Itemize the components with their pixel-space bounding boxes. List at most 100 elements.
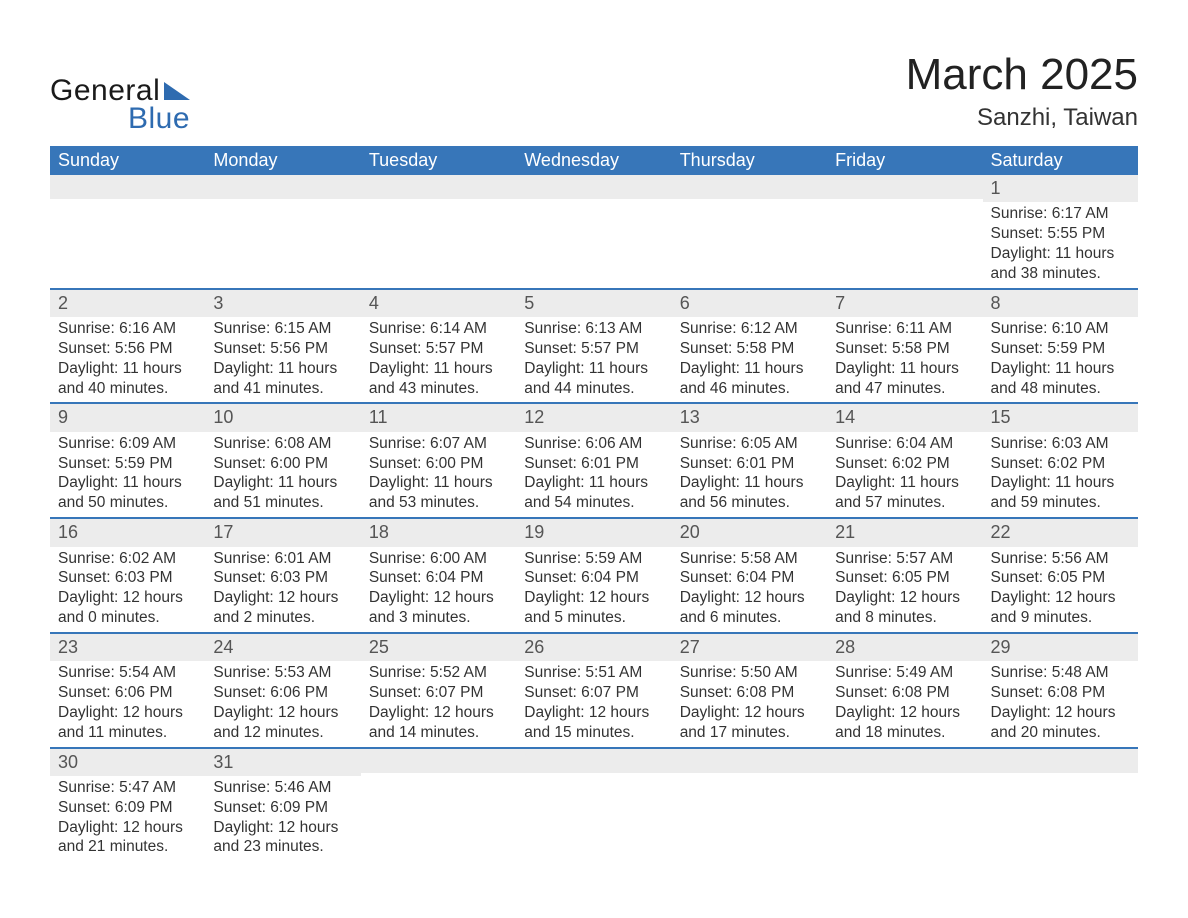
sunset-text: Sunset: 5:56 PM xyxy=(213,339,352,359)
daylight-text: Daylight: 12 hours and 20 minutes. xyxy=(991,703,1130,743)
day-cell: 18Sunrise: 6:00 AMSunset: 6:04 PMDayligh… xyxy=(361,518,516,633)
day-details: Sunrise: 6:11 AMSunset: 5:58 PMDaylight:… xyxy=(827,317,982,402)
day-cell: 26Sunrise: 5:51 AMSunset: 6:07 PMDayligh… xyxy=(516,633,671,748)
day-cell: 10Sunrise: 6:08 AMSunset: 6:00 PMDayligh… xyxy=(205,403,360,518)
sunrise-text: Sunrise: 5:54 AM xyxy=(58,663,197,683)
sunrise-text: Sunrise: 6:01 AM xyxy=(213,549,352,569)
sunrise-text: Sunrise: 6:02 AM xyxy=(58,549,197,569)
sunrise-text: Sunrise: 5:47 AM xyxy=(58,778,197,798)
day-cell: 12Sunrise: 6:06 AMSunset: 6:01 PMDayligh… xyxy=(516,403,671,518)
daylight-text: Daylight: 12 hours and 2 minutes. xyxy=(213,588,352,628)
day-details xyxy=(827,773,982,833)
calendar-header: Sunday Monday Tuesday Wednesday Thursday… xyxy=(50,146,1138,175)
day-number: 17 xyxy=(205,519,360,546)
day-number xyxy=(516,749,671,773)
day-number: 14 xyxy=(827,404,982,431)
calendar-body: 1Sunrise: 6:17 AMSunset: 5:55 PMDaylight… xyxy=(50,175,1138,861)
sunset-text: Sunset: 6:02 PM xyxy=(835,454,974,474)
day-cell: 19Sunrise: 5:59 AMSunset: 6:04 PMDayligh… xyxy=(516,518,671,633)
day-details xyxy=(361,199,516,259)
day-cell: 27Sunrise: 5:50 AMSunset: 6:08 PMDayligh… xyxy=(672,633,827,748)
sunrise-text: Sunrise: 6:06 AM xyxy=(524,434,663,454)
day-details xyxy=(672,199,827,259)
day-number: 10 xyxy=(205,404,360,431)
sunrise-text: Sunrise: 6:11 AM xyxy=(835,319,974,339)
day-number: 18 xyxy=(361,519,516,546)
day-number: 22 xyxy=(983,519,1138,546)
daylight-text: Daylight: 11 hours and 40 minutes. xyxy=(58,359,197,399)
day-number: 6 xyxy=(672,290,827,317)
sunrise-text: Sunrise: 6:10 AM xyxy=(991,319,1130,339)
day-details: Sunrise: 5:50 AMSunset: 6:08 PMDaylight:… xyxy=(672,661,827,746)
day-number xyxy=(672,175,827,199)
sunrise-text: Sunrise: 6:15 AM xyxy=(213,319,352,339)
day-cell xyxy=(361,748,516,862)
calendar-table: Sunday Monday Tuesday Wednesday Thursday… xyxy=(50,146,1138,861)
sunrise-text: Sunrise: 6:09 AM xyxy=(58,434,197,454)
day-cell: 3Sunrise: 6:15 AMSunset: 5:56 PMDaylight… xyxy=(205,289,360,404)
day-cell xyxy=(516,175,671,289)
day-number: 23 xyxy=(50,634,205,661)
day-details: Sunrise: 6:03 AMSunset: 6:02 PMDaylight:… xyxy=(983,432,1138,517)
sunset-text: Sunset: 6:09 PM xyxy=(213,798,352,818)
day-cell: 25Sunrise: 5:52 AMSunset: 6:07 PMDayligh… xyxy=(361,633,516,748)
day-cell: 9Sunrise: 6:09 AMSunset: 5:59 PMDaylight… xyxy=(50,403,205,518)
day-cell: 29Sunrise: 5:48 AMSunset: 6:08 PMDayligh… xyxy=(983,633,1138,748)
brand-triangle-icon xyxy=(164,82,190,100)
daylight-text: Daylight: 11 hours and 59 minutes. xyxy=(991,473,1130,513)
day-number: 3 xyxy=(205,290,360,317)
sunset-text: Sunset: 5:58 PM xyxy=(835,339,974,359)
day-cell: 6Sunrise: 6:12 AMSunset: 5:58 PMDaylight… xyxy=(672,289,827,404)
daylight-text: Daylight: 12 hours and 15 minutes. xyxy=(524,703,663,743)
day-number: 28 xyxy=(827,634,982,661)
sunset-text: Sunset: 6:08 PM xyxy=(991,683,1130,703)
col-tuesday: Tuesday xyxy=(361,146,516,175)
sunrise-text: Sunrise: 6:05 AM xyxy=(680,434,819,454)
calendar-week: 9Sunrise: 6:09 AMSunset: 5:59 PMDaylight… xyxy=(50,403,1138,518)
day-number xyxy=(672,749,827,773)
day-cell: 30Sunrise: 5:47 AMSunset: 6:09 PMDayligh… xyxy=(50,748,205,862)
sunset-text: Sunset: 6:06 PM xyxy=(58,683,197,703)
day-cell: 4Sunrise: 6:14 AMSunset: 5:57 PMDaylight… xyxy=(361,289,516,404)
day-details: Sunrise: 6:13 AMSunset: 5:57 PMDaylight:… xyxy=(516,317,671,402)
day-number xyxy=(827,749,982,773)
sunrise-text: Sunrise: 6:17 AM xyxy=(991,204,1130,224)
day-number: 11 xyxy=(361,404,516,431)
day-details: Sunrise: 5:51 AMSunset: 6:07 PMDaylight:… xyxy=(516,661,671,746)
day-details: Sunrise: 5:47 AMSunset: 6:09 PMDaylight:… xyxy=(50,776,205,861)
day-cell: 7Sunrise: 6:11 AMSunset: 5:58 PMDaylight… xyxy=(827,289,982,404)
brand-word-blue: Blue xyxy=(128,102,190,136)
day-details xyxy=(516,773,671,833)
day-details: Sunrise: 6:14 AMSunset: 5:57 PMDaylight:… xyxy=(361,317,516,402)
day-details xyxy=(827,199,982,259)
day-number xyxy=(361,749,516,773)
sunset-text: Sunset: 5:56 PM xyxy=(58,339,197,359)
sunrise-text: Sunrise: 5:52 AM xyxy=(369,663,508,683)
day-number: 4 xyxy=(361,290,516,317)
sunrise-text: Sunrise: 5:58 AM xyxy=(680,549,819,569)
day-number: 19 xyxy=(516,519,671,546)
sunrise-text: Sunrise: 6:08 AM xyxy=(213,434,352,454)
day-details: Sunrise: 6:06 AMSunset: 6:01 PMDaylight:… xyxy=(516,432,671,517)
day-number: 13 xyxy=(672,404,827,431)
header-row: General Blue March 2025 Sanzhi, Taiwan xyxy=(50,50,1138,136)
sunset-text: Sunset: 6:04 PM xyxy=(524,568,663,588)
calendar-week: 1Sunrise: 6:17 AMSunset: 5:55 PMDaylight… xyxy=(50,175,1138,289)
daylight-text: Daylight: 12 hours and 11 minutes. xyxy=(58,703,197,743)
calendar-week: 23Sunrise: 5:54 AMSunset: 6:06 PMDayligh… xyxy=(50,633,1138,748)
daylight-text: Daylight: 11 hours and 44 minutes. xyxy=(524,359,663,399)
day-cell: 23Sunrise: 5:54 AMSunset: 6:06 PMDayligh… xyxy=(50,633,205,748)
title-location: Sanzhi, Taiwan xyxy=(906,104,1138,132)
daylight-text: Daylight: 12 hours and 5 minutes. xyxy=(524,588,663,628)
day-cell: 24Sunrise: 5:53 AMSunset: 6:06 PMDayligh… xyxy=(205,633,360,748)
day-cell: 11Sunrise: 6:07 AMSunset: 6:00 PMDayligh… xyxy=(361,403,516,518)
day-details: Sunrise: 5:46 AMSunset: 6:09 PMDaylight:… xyxy=(205,776,360,861)
sunrise-text: Sunrise: 5:51 AM xyxy=(524,663,663,683)
daylight-text: Daylight: 12 hours and 3 minutes. xyxy=(369,588,508,628)
day-cell xyxy=(672,175,827,289)
day-number xyxy=(50,175,205,199)
sunrise-text: Sunrise: 5:53 AM xyxy=(213,663,352,683)
sunrise-text: Sunrise: 5:46 AM xyxy=(213,778,352,798)
day-number xyxy=(205,175,360,199)
sunset-text: Sunset: 6:01 PM xyxy=(680,454,819,474)
